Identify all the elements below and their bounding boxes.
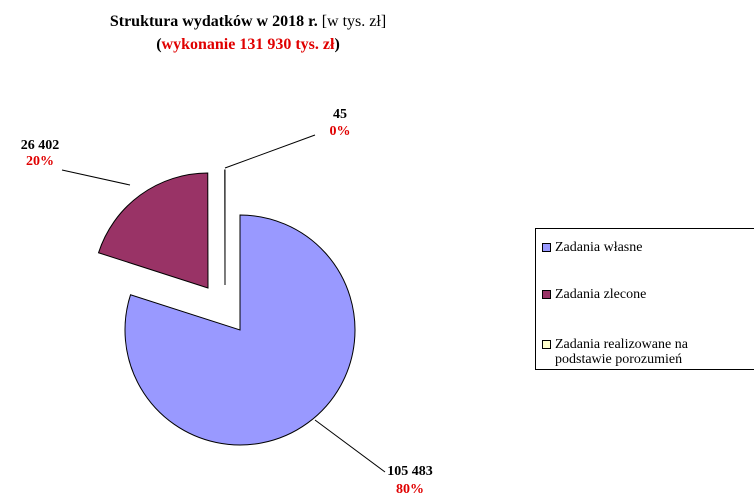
percent-label: 80%	[396, 482, 424, 497]
pie-slice	[124, 214, 356, 446]
chart-title-line: Struktura wydatków w 2018 r. [w tys. zł]	[110, 13, 386, 30]
value-label: 26 402	[21, 138, 60, 153]
legend-swatch	[542, 290, 551, 299]
legend-label: Zadania zlecone	[555, 287, 647, 302]
legend-swatch	[542, 340, 551, 349]
percent-label: 0%	[330, 124, 351, 139]
legend-item: Zadania własne	[542, 240, 754, 255]
leader-line	[61, 169, 131, 186]
pie-slice	[97, 172, 209, 289]
legend-label: Zadania realizowane na podstawie porozum…	[555, 337, 688, 367]
chart-title: Struktura wydatków w 2018 r.	[110, 13, 318, 30]
leader-line	[314, 419, 386, 473]
legend-label: Zadania własne	[555, 240, 643, 255]
legend: Zadania własne Zadania zlecone Zadania rea…	[535, 228, 754, 370]
percent-label: 20%	[26, 154, 54, 169]
value-label: 105 483	[387, 464, 433, 479]
value-label: 45	[333, 107, 347, 122]
legend-swatch	[542, 243, 551, 252]
chart-subtitle: (wykonanie 131 930 tys. zł)	[156, 36, 340, 53]
leader-line	[224, 134, 316, 169]
legend-item: Zadania zlecone	[542, 287, 754, 302]
legend-item: Zadania realizowane na podstawie porozum…	[542, 337, 754, 367]
title-unit: [w tys. zł]	[322, 13, 386, 30]
